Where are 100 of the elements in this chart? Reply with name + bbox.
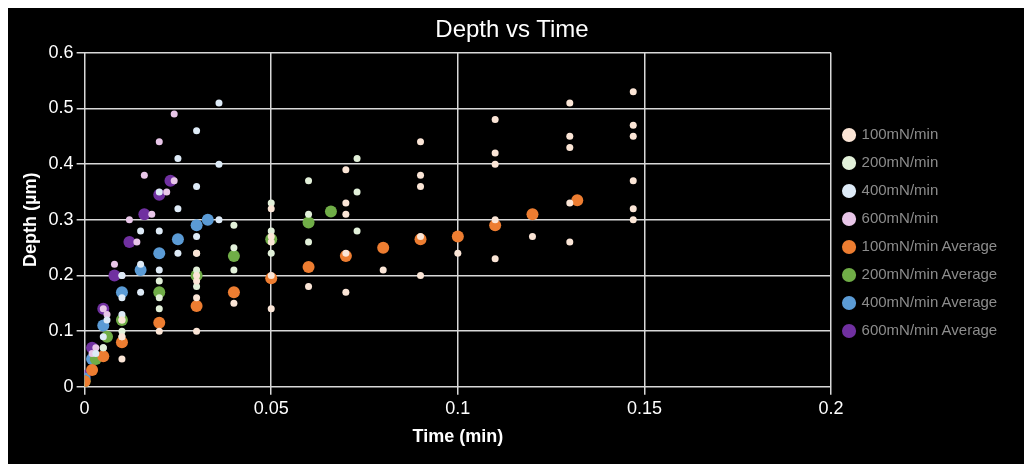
x-tick-label: 0.1 (445, 397, 471, 418)
point (215, 216, 223, 224)
legend-label: 600mN/min (861, 209, 939, 227)
point (566, 238, 574, 246)
point (193, 182, 201, 190)
y-tick-label: 0 (63, 375, 74, 396)
point (353, 227, 361, 235)
legend-label: 200mN/min (861, 153, 939, 171)
point (155, 327, 163, 335)
point (629, 216, 637, 224)
point (629, 132, 637, 140)
point (491, 116, 499, 124)
point (342, 199, 350, 207)
point (324, 205, 337, 218)
point (92, 349, 100, 357)
point (215, 99, 223, 107)
point (377, 241, 390, 254)
point (230, 244, 238, 252)
point (342, 210, 350, 218)
point (155, 266, 163, 274)
legend-label: 400mN/min Average (861, 293, 998, 311)
point (302, 216, 315, 229)
point (230, 299, 238, 307)
x-axis-title: Time (min) (412, 426, 504, 447)
point (201, 213, 214, 226)
legend-label: 600mN/min Average (861, 321, 998, 339)
point (528, 233, 536, 240)
point (108, 269, 121, 282)
x-tick-label: 0.15 (626, 397, 662, 418)
point (153, 316, 166, 329)
point (125, 216, 133, 224)
point (118, 355, 126, 363)
y-tick-label: 0.3 (48, 208, 74, 229)
chart-title: Depth vs Time (435, 15, 589, 43)
point (230, 221, 238, 229)
point (491, 216, 499, 224)
point (193, 294, 201, 302)
point (86, 364, 99, 377)
point (193, 233, 201, 240)
point (526, 208, 539, 221)
point (227, 286, 240, 299)
point (566, 99, 574, 107)
point (267, 227, 275, 235)
point (417, 171, 425, 179)
point (193, 327, 201, 335)
point (566, 143, 574, 151)
point (193, 277, 201, 285)
point (267, 249, 275, 257)
point (123, 236, 136, 249)
point (491, 160, 499, 168)
point (305, 177, 313, 185)
point (230, 266, 238, 274)
point (97, 350, 110, 363)
point (215, 160, 223, 168)
point (267, 205, 275, 213)
point (92, 344, 100, 352)
point (155, 227, 163, 235)
point (305, 238, 313, 246)
point (629, 88, 637, 96)
point (193, 127, 201, 135)
point (629, 177, 637, 185)
legend-label: 200mN/min Average (861, 265, 998, 283)
point (267, 305, 275, 313)
point (417, 138, 425, 146)
y-tick-label: 0.2 (48, 264, 74, 285)
point (451, 230, 464, 243)
y-tick-label: 0.6 (48, 41, 74, 62)
point (454, 249, 462, 257)
point (190, 219, 203, 232)
y-tick-label: 0.1 (48, 320, 74, 341)
legend-label: 100mN/min (861, 125, 939, 143)
point (629, 121, 637, 129)
point (148, 210, 156, 218)
point (629, 205, 637, 213)
point (174, 205, 182, 213)
x-tick-label: 0.05 (253, 397, 289, 418)
point (133, 238, 141, 246)
point (138, 208, 151, 221)
point (566, 132, 574, 140)
point (137, 227, 145, 235)
legend-label: 400mN/min (861, 181, 939, 199)
point (155, 138, 163, 146)
y-axis-title: Depth (µm) (19, 172, 40, 267)
x-tick-label: 0 (79, 397, 90, 418)
point (305, 210, 313, 218)
point (227, 249, 240, 262)
point (353, 188, 361, 196)
point (155, 294, 163, 302)
point (342, 166, 350, 174)
point (118, 310, 126, 318)
point (571, 194, 584, 207)
point (103, 316, 111, 324)
point (353, 155, 361, 163)
point (174, 155, 182, 163)
x-tick-label: 0.2 (818, 397, 844, 418)
point (491, 255, 499, 263)
point (155, 305, 163, 313)
point (342, 288, 350, 296)
point (302, 261, 315, 274)
point (174, 249, 182, 257)
